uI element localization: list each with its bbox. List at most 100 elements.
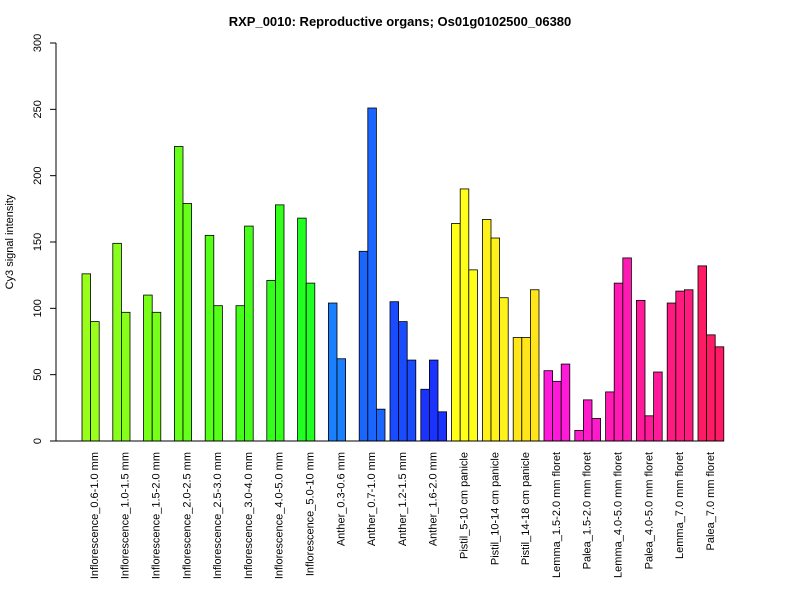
bar	[481, 219, 492, 442]
x-tick-label: Palea_4.0-5.0 mm floret	[643, 452, 655, 569]
y-tick-label: 0	[32, 438, 44, 444]
bar	[521, 337, 531, 442]
x-tick-label: Pistil_14-18 cm panicle	[520, 452, 532, 565]
y-tick-label: 250	[32, 100, 44, 118]
bar	[653, 371, 663, 442]
bar-group	[543, 363, 571, 442]
bar-group	[666, 289, 694, 442]
x-tick-label: Pistil_5-10 cm panicle	[459, 452, 471, 559]
bar	[358, 250, 369, 442]
bar-group	[143, 294, 162, 442]
x-tick-label: Anther_0.3-0.6 mm	[335, 452, 347, 546]
bar	[543, 370, 554, 442]
bar-group	[358, 107, 386, 442]
bar	[714, 346, 725, 442]
bar	[244, 225, 254, 442]
x-tick-label: Inflorescence_5.0-10 mm	[305, 452, 317, 576]
bar	[644, 415, 655, 442]
bar	[451, 223, 461, 442]
bar	[574, 429, 584, 442]
bar	[706, 334, 716, 442]
bar	[297, 217, 307, 442]
x-tick-label: Inflorescence_2.5-3.0 mm	[212, 452, 224, 579]
bar	[499, 297, 509, 442]
x-tick-label: Anther_1.2-1.5 mm	[397, 452, 409, 546]
bar-group	[574, 399, 602, 442]
bar-group	[451, 188, 478, 442]
x-tick-label: Inflorescence_1.0-1.5 mm	[120, 452, 132, 579]
y-axis: 0 50 100 150 200 250 300	[32, 34, 57, 444]
bar	[389, 301, 400, 442]
bar	[81, 273, 92, 442]
bar-group	[512, 289, 540, 442]
bar	[143, 294, 153, 442]
bar-group	[173, 146, 193, 442]
x-tick-label: Inflorescence_0.6-1.0 mm	[89, 452, 101, 579]
x-tick-label: Anther_0.7-1.0 mm	[366, 452, 378, 546]
x-tick-label: Lemma_4.0-5.0 mm floret	[613, 452, 625, 578]
y-tick-label: 50	[32, 369, 44, 381]
bar	[490, 237, 501, 442]
bar	[173, 146, 184, 442]
bar	[591, 418, 602, 442]
bars	[81, 107, 725, 442]
bar	[213, 305, 223, 442]
y-tick-label: 300	[32, 34, 44, 52]
bar-group	[266, 204, 285, 442]
y-axis-label: Cy3 signal intensity	[4, 194, 16, 289]
x-tick-label: Palea_1.5-2.0 mm floret	[582, 452, 594, 569]
bar-group	[697, 265, 725, 442]
x-tick-label: Pistil_10-14 cm panicle	[489, 452, 501, 565]
bar	[90, 321, 100, 442]
bar-group	[204, 234, 223, 442]
bar-group	[81, 273, 100, 442]
x-tick-label: Inflorescence_1.5-2.0 mm	[151, 452, 163, 579]
bar-group	[636, 299, 663, 442]
x-tick-label: Inflorescence_2.0-2.5 mm	[181, 452, 193, 579]
bar	[636, 299, 646, 442]
y-tick-label: 200	[32, 166, 44, 184]
bar	[605, 391, 615, 442]
bar	[182, 203, 193, 442]
bar	[560, 363, 571, 442]
bar	[530, 289, 540, 442]
bar	[235, 305, 246, 442]
x-axis-labels: Inflorescence_0.6-1.0 mm Inflorescence_1.…	[89, 452, 717, 579]
bar	[112, 242, 122, 442]
y-tick-label: 150	[32, 233, 44, 251]
bar	[375, 408, 386, 442]
bar	[274, 204, 285, 442]
bar	[266, 280, 276, 442]
bar	[367, 107, 377, 442]
bar	[622, 257, 632, 442]
bar	[666, 302, 677, 442]
chart-title: RXP_0010: Reproductive organs; Os01g0102…	[229, 14, 572, 29]
bar	[697, 265, 708, 442]
bar	[151, 311, 162, 442]
bar	[512, 337, 523, 442]
bar-group	[605, 257, 632, 442]
y-tick-label: 100	[32, 299, 44, 317]
bar-group	[235, 225, 254, 442]
bar	[583, 399, 593, 442]
bar-group	[389, 301, 417, 442]
bar	[336, 358, 347, 442]
bar	[613, 282, 624, 442]
bar	[552, 380, 562, 442]
bar	[121, 311, 131, 442]
bar	[406, 359, 417, 442]
bar-group	[420, 359, 448, 442]
bar	[459, 188, 470, 442]
bar	[305, 282, 316, 442]
bar-group	[112, 242, 131, 442]
bar-group	[327, 302, 347, 442]
bar-group	[481, 219, 509, 442]
x-tick-label: Lemma_7.0 mm floret	[674, 452, 686, 559]
bar	[420, 388, 430, 442]
x-tick-label: Inflorescence_3.0-4.0 mm	[243, 452, 255, 579]
x-tick-label: Anther_1.6-2.0 mm	[428, 452, 440, 546]
x-tick-label: Palea_7.0 mm floret	[705, 452, 717, 550]
bar	[204, 234, 215, 442]
bar	[327, 302, 338, 442]
